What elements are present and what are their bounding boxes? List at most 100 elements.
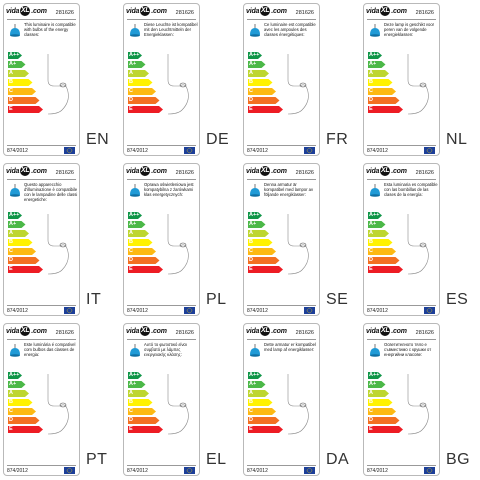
energy-class-bar: B: [248, 239, 273, 246]
energy-class-label: E: [9, 426, 13, 432]
energy-class-bar: A: [8, 230, 29, 237]
brand-prefix: vida: [6, 8, 20, 15]
brand-mark: XL: [140, 6, 151, 16]
energy-class-bar: A: [368, 390, 389, 397]
language-code: BG: [446, 451, 471, 468]
energy-class-label: A++: [9, 52, 20, 58]
energy-class-bar: C: [248, 88, 276, 95]
pendant-lamp-icon: [9, 184, 21, 198]
energy-class-bar: A: [248, 390, 269, 397]
energy-label-nl: vida XL .com 281626 Deze lamp is geschikt vo…: [360, 0, 480, 160]
energy-class-label: A+: [249, 221, 257, 227]
energy-class-bar: C: [128, 88, 156, 95]
footer-divider: [367, 305, 436, 306]
brand-prefix: vida: [126, 168, 140, 175]
footer-divider: [127, 305, 196, 306]
energy-class-bar: D: [8, 417, 40, 424]
energy-class-label: E: [249, 266, 253, 272]
brand-mark: XL: [20, 326, 31, 336]
energy-class-label: A+: [129, 381, 137, 387]
energy-class-label: C: [249, 248, 253, 254]
energy-class-label: D: [9, 257, 13, 263]
energy-class-bar: A+: [8, 61, 26, 68]
energy-class-label: D: [129, 97, 133, 103]
brand-mark: XL: [140, 166, 151, 176]
eu-flag-icon: [304, 307, 315, 314]
label-card: vida XL .com 281626 Oprawa oświetleniowa jes…: [123, 163, 200, 316]
energy-class-bar: D: [248, 417, 280, 424]
brand-suffix: .com: [31, 168, 47, 175]
energy-class-label: A++: [249, 372, 260, 378]
energy-class-bar: D: [128, 97, 160, 104]
footer-divider: [247, 305, 316, 306]
energy-class-label: B: [249, 399, 253, 405]
label-card: vida XL .com 281626 Αυτό το φωτιστικό είναι …: [123, 323, 200, 476]
energy-class-bar: C: [368, 88, 396, 95]
energy-class-bar: B: [248, 399, 273, 406]
energy-class-label: B: [369, 399, 373, 405]
eu-flag-icon: [184, 467, 195, 474]
energy-class-bar: C: [248, 248, 276, 255]
energy-class-label: A: [129, 70, 133, 76]
energy-label-se: vida XL .com 281626 Denna armatur är kompati…: [240, 160, 360, 320]
regulation-number: 874/2012: [367, 308, 388, 314]
energy-class-bar: D: [8, 97, 40, 104]
pendant-lamp-icon: [129, 184, 141, 198]
energy-class-label: A++: [129, 372, 140, 378]
energy-class-label: A++: [369, 372, 380, 378]
header-divider: [247, 339, 316, 340]
energy-class-label: A: [9, 230, 13, 236]
brand-prefix: vida: [6, 328, 20, 335]
energy-class-bar: C: [128, 248, 156, 255]
compatibility-text: Αυτό το φωτιστικό είναι συμβατό με λάμπε…: [144, 342, 187, 357]
regulation-number: 874/2012: [7, 148, 28, 154]
energy-class-bar: E: [368, 266, 403, 273]
plug-cord-icon: [46, 212, 79, 276]
energy-class-label: B: [249, 79, 253, 85]
product-code: 281626: [415, 170, 434, 176]
energy-label-fr: vida XL .com 281626 Ce luminaire est compati…: [240, 0, 360, 160]
energy-class-bar: A++: [248, 212, 262, 219]
brand-mark: XL: [380, 166, 391, 176]
energy-class-bar: A: [8, 390, 29, 397]
energy-class-label: B: [369, 239, 373, 245]
energy-class-scale: A++ A+ A B C D E: [128, 52, 164, 116]
compatibility-text: Denna armatur är kompatibel med lampor a…: [264, 182, 314, 197]
regulation-number: 874/2012: [367, 468, 388, 474]
energy-class-bar: A+: [248, 381, 266, 388]
energy-label-el: vida XL .com 281626 Αυτό το φωτιστικό είναι …: [120, 320, 240, 480]
energy-class-bar: E: [8, 106, 43, 113]
header-divider: [247, 19, 316, 20]
regulation-number: 874/2012: [127, 468, 148, 474]
pendant-lamp-icon: [9, 344, 21, 358]
energy-class-scale: A++ A+ A B C D E: [248, 52, 284, 116]
energy-class-label: B: [369, 79, 373, 85]
pendant-lamp-icon: [9, 24, 21, 38]
brand-prefix: vida: [126, 8, 140, 15]
regulation-number: 874/2012: [247, 468, 268, 474]
eu-flag-icon: [184, 147, 195, 154]
energy-class-bar: D: [368, 257, 400, 264]
energy-class-label: A++: [129, 52, 140, 58]
footer-divider: [247, 145, 316, 146]
energy-label-da: vida XL .com 281626 Dette armatur er kompati…: [240, 320, 360, 480]
compatibility-text: This luminaire is compatible with bulbs …: [24, 22, 76, 37]
brand-suffix: .com: [31, 328, 47, 335]
eu-flag-icon: [64, 467, 75, 474]
footer-divider: [127, 465, 196, 466]
energy-class-label: C: [369, 88, 373, 94]
brand-logo: vida XL .com: [6, 166, 47, 177]
regulation-number: 874/2012: [247, 308, 268, 314]
energy-class-label: D: [9, 417, 13, 423]
product-code: 281626: [175, 170, 194, 176]
energy-class-bar: E: [128, 266, 163, 273]
energy-class-bar: E: [248, 266, 283, 273]
energy-class-label: D: [249, 257, 253, 263]
plug-cord-icon: [166, 52, 199, 116]
language-code: DA: [326, 451, 350, 468]
energy-class-label: B: [249, 239, 253, 245]
label-card: vida XL .com 281626 Осветителното тяло е съв…: [363, 323, 440, 476]
brand-suffix: .com: [271, 168, 287, 175]
label-card: vida XL .com 281626 Diese Leuchte ist kompat…: [123, 3, 200, 156]
